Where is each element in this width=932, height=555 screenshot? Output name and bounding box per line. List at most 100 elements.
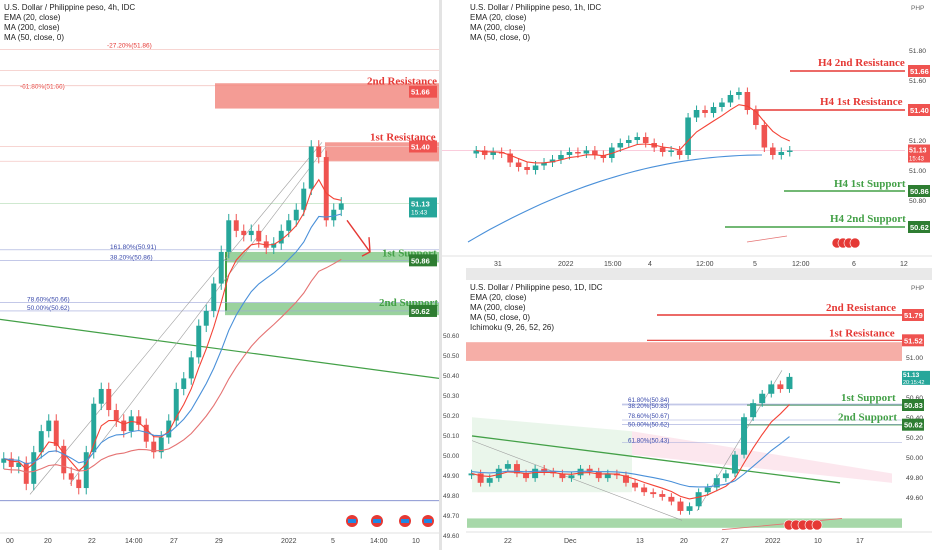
candle-4h-candle	[53, 420, 59, 446]
x-tick-label: 00	[6, 538, 14, 545]
chart-panel-1h[interactable]: H4 2nd Resistance H4 1st Resistance H4 1st…	[442, 0, 932, 268]
candle-4h-candle	[113, 410, 119, 421]
x-tick-label: 6	[852, 261, 856, 268]
price-tag-time: 15:43	[411, 209, 428, 216]
candle-4h-candle	[68, 473, 74, 480]
candle-1h-candle	[592, 150, 598, 155]
candle-1d-candle	[722, 473, 729, 479]
candle-1d-candle	[513, 464, 520, 474]
fib-label: 78.60%(50.66)	[27, 297, 70, 304]
candle-1d-candle	[641, 487, 648, 493]
candle-1h-candle	[736, 92, 742, 95]
price-tag-r1: 51.40	[411, 143, 430, 152]
ichimoku-cloud-red	[632, 431, 892, 483]
candle-4h-candle	[106, 388, 112, 411]
candle-1h-candle	[786, 150, 793, 152]
price-tag-h4r1: 51.40	[910, 106, 929, 115]
y-tick-label: 51.20	[909, 138, 926, 145]
fib-label: 61.80%(50.84)	[628, 397, 669, 404]
x-tick-label: 12:00	[792, 261, 810, 268]
candle-4h-candle	[91, 403, 97, 453]
support-zone-low	[467, 518, 902, 528]
price-tag-time: 20:15:42	[903, 380, 924, 386]
legend-ma200: MA (200, close)	[4, 23, 60, 32]
y-tick-label: 51.00	[906, 355, 923, 362]
candle-4h-candle	[76, 479, 82, 489]
candle-1h-candle	[481, 150, 488, 155]
candle-1h-candle	[676, 150, 683, 155]
x-tick-label: 10	[814, 538, 822, 545]
price-tag-current-bg	[908, 144, 930, 163]
label-h4-2nd-support: H4 2nd Support	[830, 213, 906, 225]
chart-panel-1d[interactable]: 61.80%(50.84) 38.20%(50.83) 78.60%(50.67) 5…	[442, 280, 932, 550]
candle-4h-candle	[241, 230, 247, 236]
support-zone-2	[225, 302, 439, 316]
chart-canvas-1d[interactable]: 61.80%(50.84)38.20%(50.83) 78.60%(50.67) 5…	[442, 280, 932, 550]
candle-4h-candle	[196, 325, 202, 358]
arrow-shaft	[346, 219, 371, 253]
currency-label: PHP	[911, 5, 924, 12]
x-tick-label: 22	[88, 538, 96, 545]
price-tag-r2-bg	[409, 85, 437, 98]
candle-4h-candle	[136, 416, 142, 425]
channel-line	[69, 146, 327, 485]
candle-1d-candle	[659, 494, 666, 497]
candle-1d-candle	[777, 384, 784, 390]
candle-4h-candle	[203, 310, 209, 326]
y-tick-label-left: 50.60	[443, 333, 460, 340]
ma50-line	[467, 154, 763, 243]
flag-stripe	[424, 519, 432, 523]
price-tag-r1-bg	[902, 334, 924, 347]
panel-divider-horizontal[interactable]	[466, 268, 932, 280]
fib-label: 38.20%(50.83)	[628, 403, 669, 410]
candle-1h-candle	[744, 92, 751, 110]
candle-1h-candle	[583, 150, 590, 154]
panel-divider[interactable]	[439, 0, 442, 550]
price-tag-s2: 50.62	[411, 307, 430, 316]
legend-ema: EMA (20, close)	[470, 13, 527, 22]
chart-canvas-1h[interactable]: H4 2nd Resistance H4 1st Resistance H4 1st…	[442, 0, 932, 268]
fib-label: -61.80%(51.66)	[20, 84, 65, 91]
candle-4h-candle	[233, 220, 239, 231]
y-tick-label: 50.40	[906, 415, 923, 422]
candle-1h-candle	[659, 147, 666, 152]
label-1st-resistance: 1st Resistance	[829, 327, 895, 339]
price-tag-s2-bg	[902, 418, 924, 431]
ma200-segment	[721, 518, 843, 531]
chart-title: U.S. Dollar / Philippine peso, 1D, IDC	[470, 283, 603, 292]
label-2nd-support: 2nd Support	[838, 412, 897, 424]
candle-1d-candle	[586, 468, 593, 472]
candle-1d-candle	[595, 471, 602, 479]
candle-1d-candle	[668, 496, 675, 502]
x-tick-label: 27	[721, 538, 729, 545]
price-tag-s2: 50.62	[904, 421, 923, 430]
chart-canvas-4h[interactable]: -27.20%(51.86) -61.80%(51.66) 161.80%(50.9…	[0, 0, 439, 550]
x-tick-label: 17	[856, 538, 864, 545]
x-tick-label: 2022	[765, 538, 781, 545]
label-2nd-resistance: 2nd Resistance	[367, 76, 437, 88]
price-tag-h4r2-bg	[908, 65, 930, 77]
x-tick-label: Dec	[564, 538, 577, 545]
chart-panel-4h[interactable]: -27.20%(51.86) -61.80%(51.66) 161.80%(50.9…	[0, 0, 439, 550]
candle-1d-candle	[577, 468, 584, 476]
x-tick-label: 27	[170, 538, 178, 545]
price-tag-time: 15:43	[909, 157, 925, 163]
candle-1h-candle	[710, 107, 717, 113]
channel-line	[29, 142, 323, 495]
candle-1h-candle	[490, 152, 496, 155]
x-tick-label: 12:00	[696, 261, 714, 268]
trend-line	[471, 435, 841, 484]
candle-1d-candle	[759, 393, 766, 404]
label-h4-2nd-resistance: H4 2nd Resistance	[818, 57, 905, 69]
candle-1h-candle	[609, 147, 615, 158]
candle-1h-candle	[753, 110, 759, 125]
price-tag-h4s1: 50.86	[910, 187, 929, 196]
candle-4h-candle	[8, 458, 14, 467]
candle-4h-candle	[338, 203, 344, 210]
y-tick-label: 50.60	[906, 395, 923, 402]
candle-1h-candle	[473, 150, 480, 154]
candle-4h-candle	[286, 220, 292, 231]
fib-label: 78.60%(50.67)	[628, 413, 669, 420]
candle-1d-candle	[532, 468, 539, 479]
x-tick-label: 12	[900, 261, 908, 268]
